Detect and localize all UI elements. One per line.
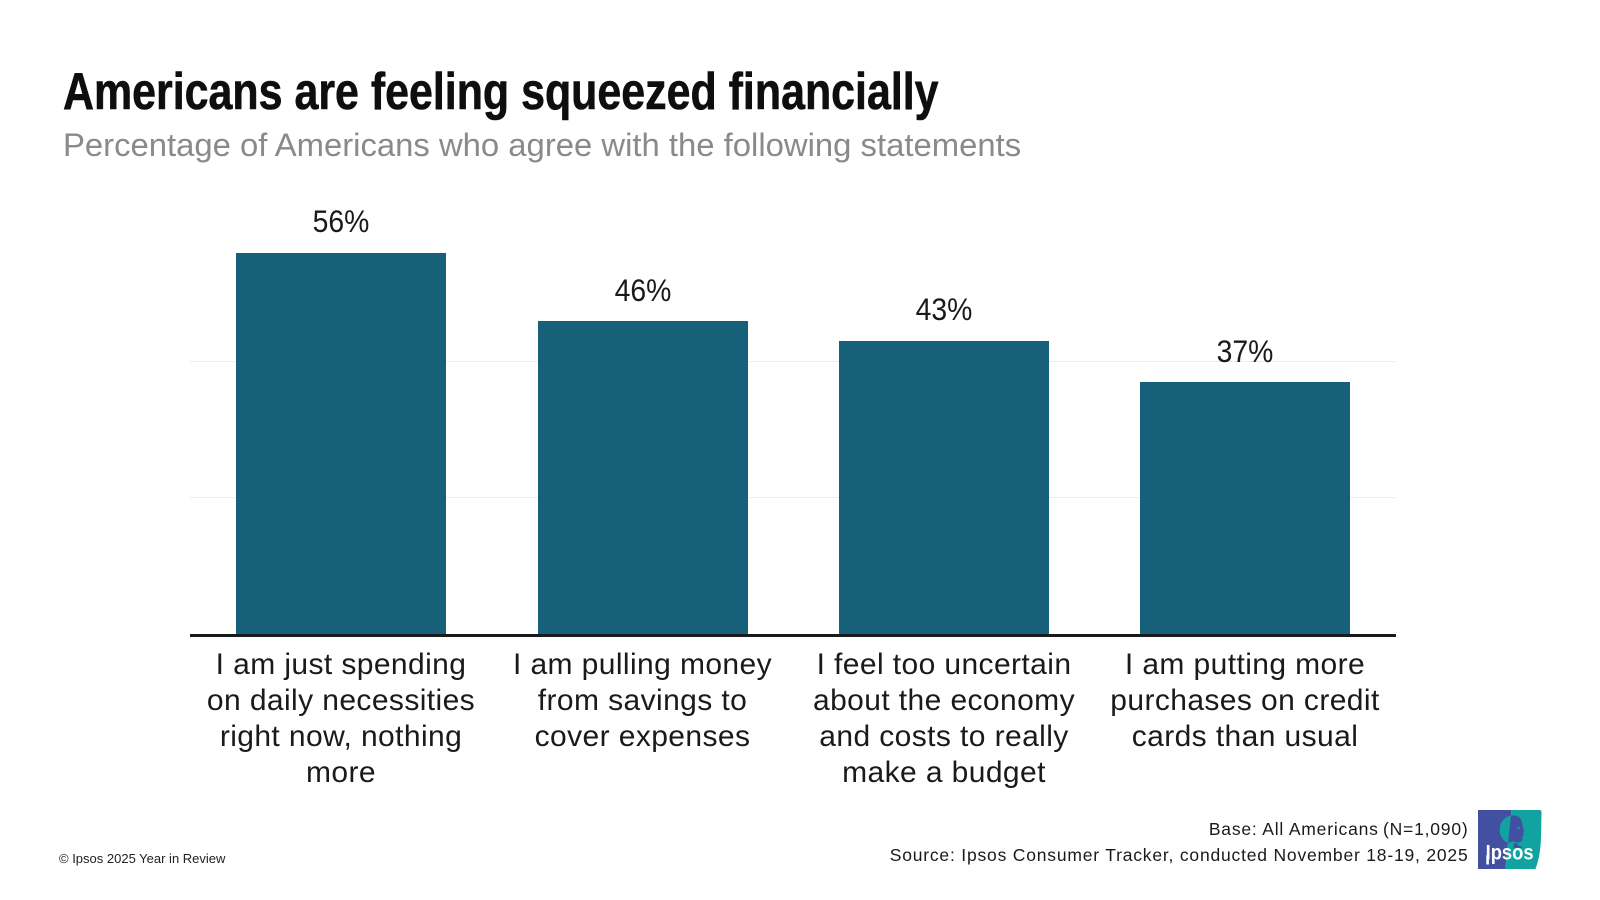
- svg-text:Ipsos: Ipsos: [1486, 842, 1534, 865]
